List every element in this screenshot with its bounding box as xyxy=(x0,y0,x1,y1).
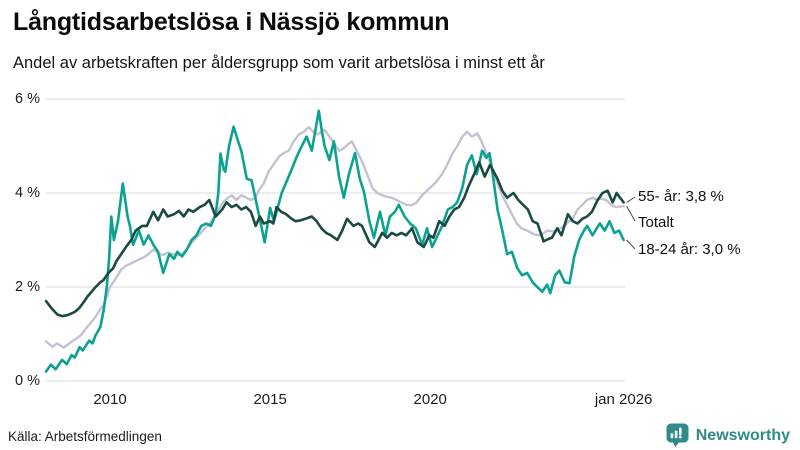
x-tick-label: 2020 xyxy=(413,391,447,408)
y-tick-label: 0 % xyxy=(15,373,40,389)
newsworthy-wordmark: Newsworthy xyxy=(695,426,790,444)
line-end-label-totalt: Totalt xyxy=(638,214,674,231)
y-tick-label: 4 % xyxy=(15,185,40,201)
newsworthy-brand: Newsworthy xyxy=(666,423,790,448)
page-title: Långtidsarbetslösa i Nässjö kommun xyxy=(13,8,450,36)
series-line-totalt xyxy=(44,126,625,349)
annotation-leader-line xyxy=(626,205,636,222)
y-tick-label: 2 % xyxy=(15,279,40,295)
line-end-label-55plus: 55- år: 3,8 % xyxy=(638,188,724,205)
y-tick-label: 6 % xyxy=(15,91,40,107)
annotation-leader-line xyxy=(626,196,636,203)
newsworthy-logo-icon xyxy=(666,423,689,447)
series-line-18-24-r xyxy=(44,109,625,373)
page-subtitle: Andel av arbetskraften per åldersgrupp s… xyxy=(13,54,545,72)
x-tick-label: 2015 xyxy=(253,391,287,408)
source-note: Källa: Arbetsförmedlingen xyxy=(8,429,162,444)
line-end-label-18-24: 18-24 år: 3,0 % xyxy=(638,241,741,258)
series-line-55-r xyxy=(44,161,625,318)
x-tick-label: 2010 xyxy=(93,391,127,408)
x-tick-label: jan 2026 xyxy=(594,391,653,408)
annotation-leader-line xyxy=(626,239,636,250)
